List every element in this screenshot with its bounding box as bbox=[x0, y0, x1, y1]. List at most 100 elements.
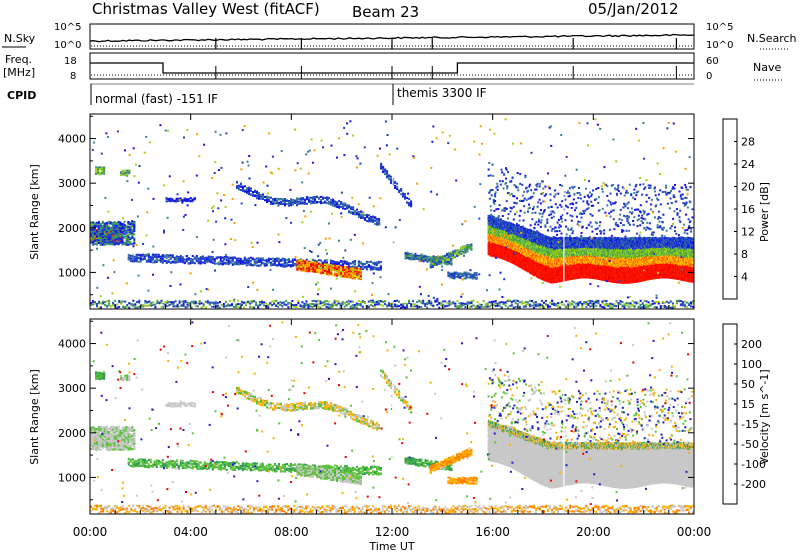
heatmap-cell bbox=[448, 259, 450, 261]
heatmap-cell bbox=[96, 243, 98, 245]
heatmap-cell bbox=[188, 259, 190, 261]
heatmap-cell bbox=[497, 189, 499, 191]
heatmap-cell bbox=[116, 228, 118, 230]
heatmap-cell bbox=[202, 262, 204, 264]
heatmap-cell bbox=[100, 231, 102, 233]
heatmap-cell bbox=[374, 267, 376, 269]
heatmap-cell bbox=[505, 182, 507, 184]
heatmap-cell bbox=[344, 205, 346, 207]
heatmap-cell bbox=[328, 268, 330, 270]
heatmap-cell bbox=[214, 260, 216, 262]
heatmap-cell bbox=[144, 254, 146, 256]
heatmap-cell bbox=[374, 217, 376, 219]
heatmap-cell bbox=[92, 237, 94, 239]
heatmap-cell bbox=[419, 255, 421, 257]
heatmap-cell bbox=[334, 204, 336, 206]
heatmap-cell bbox=[274, 260, 276, 262]
heatmap-cell bbox=[127, 238, 129, 240]
heatmap-cell bbox=[101, 172, 103, 174]
heatmap-cell bbox=[336, 206, 338, 208]
heatmap-cell bbox=[352, 268, 354, 270]
heatmap-cell bbox=[110, 235, 112, 237]
heatmap-cell bbox=[350, 206, 352, 208]
heatmap-cell bbox=[104, 231, 106, 233]
heatmap-cell bbox=[304, 266, 306, 268]
heatmap-cell bbox=[133, 222, 135, 224]
heatmap-cell bbox=[326, 264, 328, 266]
heatmap-cell bbox=[316, 201, 318, 203]
heatmap-cell bbox=[324, 266, 326, 268]
heatmap-cell bbox=[330, 204, 332, 206]
heatmap-cell bbox=[338, 274, 340, 276]
heatmap-cell bbox=[256, 260, 258, 262]
heatmap-cell bbox=[108, 222, 110, 224]
heatmap-cell bbox=[405, 256, 407, 258]
heatmap-cell bbox=[497, 185, 499, 187]
heatmap-cell bbox=[348, 205, 350, 207]
heatmap-cell bbox=[150, 259, 152, 261]
heatmap-cell bbox=[210, 261, 212, 263]
heatmap-cell bbox=[296, 266, 298, 268]
heatmap-cell bbox=[342, 261, 344, 263]
heatmap-cell bbox=[166, 200, 168, 202]
heatmap-cell bbox=[358, 260, 360, 262]
heatmap-cell bbox=[186, 200, 188, 202]
heatmap-cell bbox=[501, 169, 503, 171]
heatmap-cell bbox=[204, 259, 206, 261]
heatmap-cell bbox=[382, 171, 384, 173]
heatmap-cell bbox=[328, 264, 330, 266]
heatmap-cell bbox=[264, 259, 266, 261]
heatmap-cell bbox=[272, 260, 274, 262]
heatmap-cell bbox=[228, 256, 230, 258]
heatmap-cell bbox=[188, 263, 190, 265]
heatmap-cell bbox=[314, 202, 316, 204]
heatmap-cell bbox=[120, 233, 122, 235]
heatmap-cell bbox=[92, 221, 94, 223]
heatmap-cell bbox=[300, 261, 302, 263]
heatmap-cell bbox=[342, 264, 344, 266]
heatmap-cell bbox=[438, 259, 440, 261]
heatmap-cell bbox=[316, 264, 318, 266]
heatmap-cell bbox=[459, 273, 461, 275]
heatmap-cell bbox=[368, 264, 370, 266]
heatmap-cell bbox=[350, 212, 352, 214]
heatmap-cell bbox=[264, 265, 266, 267]
heatmap-cell bbox=[148, 259, 150, 261]
heatmap-cell bbox=[332, 260, 334, 262]
heatmap-cell bbox=[298, 198, 300, 200]
heatmap-cell bbox=[272, 264, 274, 266]
date-label: 05/Jan/2012 bbox=[588, 0, 679, 18]
heatmap-cell bbox=[114, 243, 116, 245]
heatmap-cell bbox=[122, 238, 124, 240]
heatmap-cell bbox=[366, 268, 368, 270]
heatmap-cell bbox=[124, 170, 126, 172]
heatmap-cell bbox=[388, 175, 390, 177]
heatmap-cell bbox=[352, 262, 354, 264]
heatmap-cell bbox=[248, 193, 250, 195]
heatmap-cell bbox=[348, 271, 350, 273]
heatmap-cell bbox=[294, 202, 296, 204]
heatmap-cell bbox=[192, 259, 194, 261]
heatmap-cell bbox=[300, 197, 302, 199]
heatmap-cell bbox=[94, 243, 96, 245]
heatmap-cell bbox=[152, 257, 154, 259]
heatmap-cell bbox=[100, 227, 102, 229]
heatmap-cell bbox=[152, 261, 154, 263]
heatmap-cell bbox=[497, 208, 499, 210]
heatmap-cell bbox=[457, 276, 459, 278]
heatmap-cell bbox=[118, 234, 120, 236]
heatmap-cell bbox=[402, 195, 404, 197]
heatmap-cell bbox=[254, 262, 256, 264]
heatmap-cell bbox=[96, 233, 98, 235]
heatmap-cell bbox=[489, 198, 491, 200]
heatmap-cell bbox=[394, 181, 396, 183]
heatmap-cell bbox=[310, 200, 312, 202]
heatmap-cell bbox=[136, 254, 138, 256]
heatmap-cell bbox=[376, 269, 378, 271]
heatmap-cell bbox=[198, 262, 200, 264]
cpid-label: CPID bbox=[7, 89, 36, 102]
heatmap-cell bbox=[378, 224, 380, 226]
heatmap-cell bbox=[320, 265, 322, 267]
heatmap-cell bbox=[114, 223, 116, 225]
heatmap-cell bbox=[300, 266, 302, 268]
